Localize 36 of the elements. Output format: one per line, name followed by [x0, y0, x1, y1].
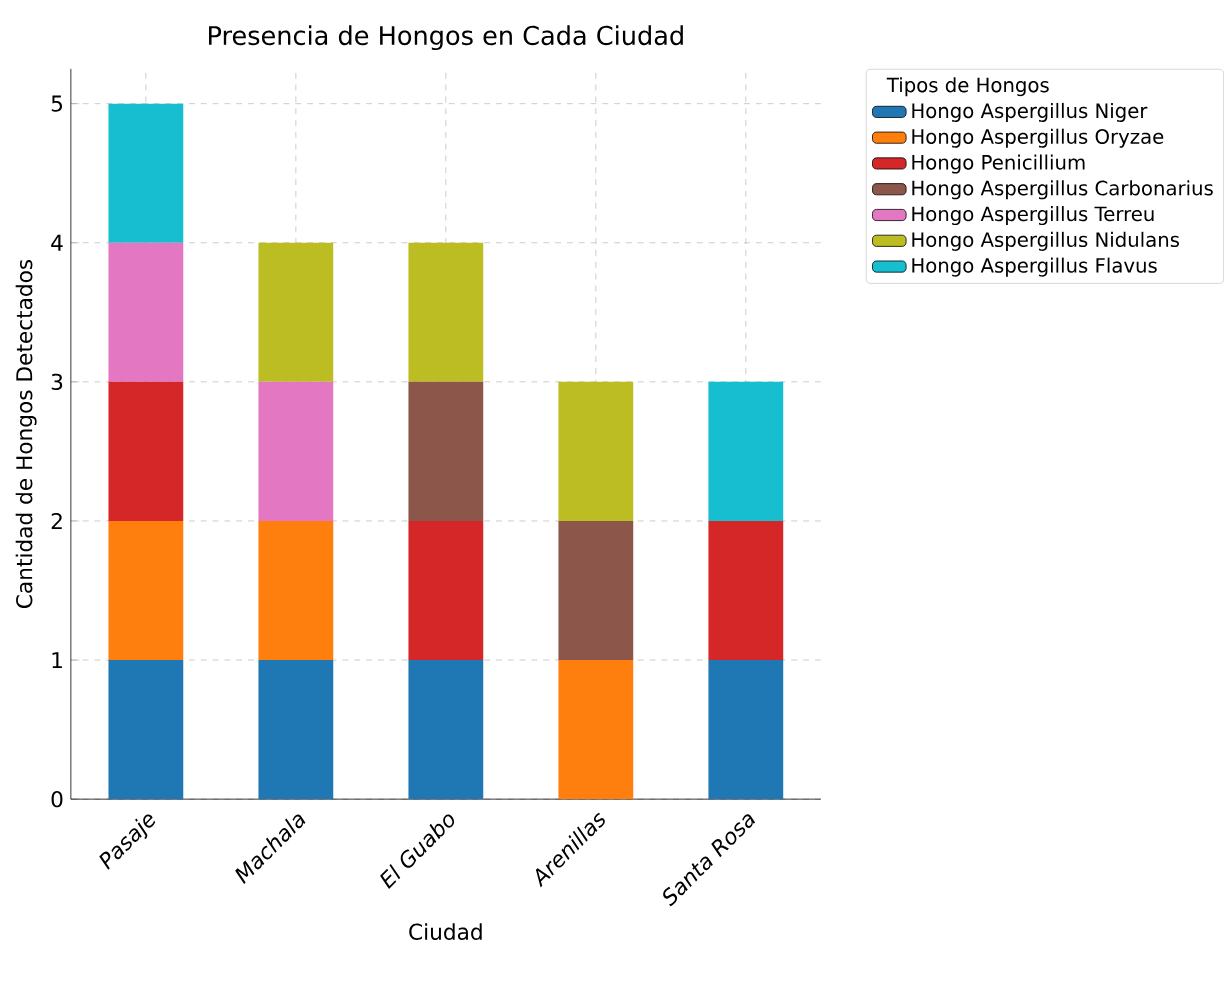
bar — [558, 660, 634, 800]
y-tick-label: 4 — [51, 234, 63, 251]
bar — [258, 381, 334, 521]
bar — [708, 381, 784, 521]
bar — [558, 520, 634, 661]
bar — [108, 660, 184, 800]
bar — [108, 242, 184, 382]
bar — [108, 520, 184, 661]
legend-label: Hongo Aspergillus Terreu — [912, 206, 1154, 226]
bar — [108, 381, 184, 521]
legend-label: Hongo Penicillium — [912, 154, 1085, 174]
bar — [708, 660, 784, 800]
legend-title: Tipos de Hongos — [886, 77, 1049, 97]
bar — [408, 520, 484, 661]
bar — [408, 242, 484, 382]
y-tick-label: 0 — [51, 790, 63, 808]
bar — [258, 660, 334, 800]
y-tick-label: 2 — [51, 512, 62, 529]
legend-label: Hongo Aspergillus Nidulans — [912, 231, 1180, 251]
bar — [408, 660, 484, 800]
bar — [258, 242, 334, 382]
y-axis-title: Cantidad de Hongos Detectados — [15, 259, 37, 608]
bar — [108, 103, 184, 243]
bar — [558, 381, 634, 521]
y-tick-label: 5 — [51, 95, 63, 112]
legend-label: Hongo Aspergillus Niger — [912, 102, 1148, 122]
bar — [708, 520, 784, 661]
bar — [258, 520, 334, 661]
x-axis-title: Ciudad — [409, 923, 482, 940]
legend-label: Hongo Aspergillus Oryzae — [912, 128, 1164, 148]
y-tick-label: 3 — [51, 373, 63, 391]
legend-label: Hongo Aspergillus Carbonarius — [912, 180, 1213, 200]
chart-title: Presencia de Hongos en Cada Ciudad — [209, 25, 683, 51]
legend-label: Hongo Aspergillus Flavus — [912, 257, 1157, 277]
bar — [408, 381, 484, 521]
y-tick-label: 1 — [52, 652, 62, 668]
